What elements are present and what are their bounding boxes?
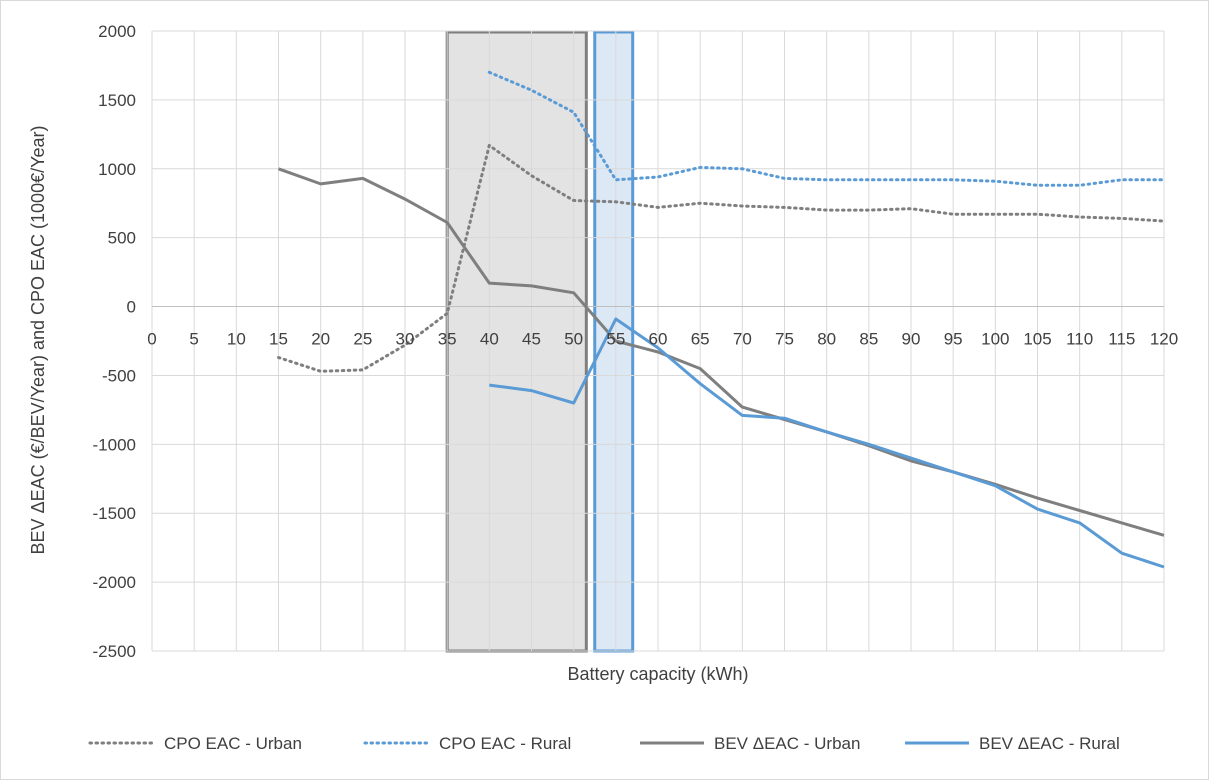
y-tick-label: 500 xyxy=(108,229,136,248)
y-axis-title: BEV ΔEAC (€/BEV/Year) and CPO EAC (1000€… xyxy=(28,126,48,555)
y-tick-label: -2000 xyxy=(93,573,136,592)
y-tick-label: 1000 xyxy=(98,160,136,179)
x-tick-label: 60 xyxy=(649,330,668,349)
y-tick-label: -1500 xyxy=(93,504,136,523)
legend-label: BEV ΔEAC - Rural xyxy=(979,734,1120,753)
x-tick-label: 65 xyxy=(691,330,710,349)
series-lines xyxy=(277,70,1166,569)
x-tick-label: 35 xyxy=(438,330,457,349)
x-tick-label: 70 xyxy=(733,330,752,349)
x-axis-title: Battery capacity (kWh) xyxy=(567,664,748,684)
y-tick-label: -500 xyxy=(102,366,136,385)
x-tick-label: 80 xyxy=(817,330,836,349)
legend-label: CPO EAC - Rural xyxy=(439,734,571,753)
y-tick-label: 2000 xyxy=(98,22,136,41)
x-tick-label: 25 xyxy=(353,330,372,349)
legend-label: CPO EAC - Urban xyxy=(164,734,302,753)
x-tick-label: 115 xyxy=(1108,330,1135,349)
legend-item-cpo-eac-rural: CPO EAC - Rural xyxy=(363,734,571,753)
x-tick-label: 75 xyxy=(775,330,794,349)
x-tick-label: 110 xyxy=(1066,330,1093,349)
x-tick-label: 0 xyxy=(147,330,156,349)
highlight-ranges xyxy=(445,30,635,653)
legend-item-bev-deltaeac-urban: BEV ΔEAC - Urban xyxy=(640,734,860,753)
x-tick-label: 95 xyxy=(944,330,963,349)
x-tick-label: 20 xyxy=(311,330,330,349)
series-line-cpo-eac-urban xyxy=(277,143,1166,373)
x-tick-label: 120 xyxy=(1150,330,1178,349)
x-tick-label: 100 xyxy=(981,330,1009,349)
legend: CPO EAC - Urban CPO EAC - Rural BEV ΔEAC -… xyxy=(88,734,1120,753)
y-tick-label: -2500 xyxy=(93,642,136,661)
x-tick-label: 15 xyxy=(269,330,288,349)
legend-label: BEV ΔEAC - Urban xyxy=(714,734,860,753)
x-tick-labels: 0 5 10 15 20 25 30 35 40 45 50 55 60 65 70 75 80 85 90 95 10… xyxy=(147,330,1178,349)
y-tick-label: -1000 xyxy=(93,435,136,454)
x-tick-label: 30 xyxy=(396,330,415,349)
series-line-bev-deltaeac-urban xyxy=(277,167,1165,537)
x-tick-label: 105 xyxy=(1023,330,1051,349)
x-tick-label: 5 xyxy=(189,330,198,349)
x-tick-label: 40 xyxy=(480,330,499,349)
legend-item-cpo-eac-urban: CPO EAC - Urban xyxy=(88,734,302,753)
y-tick-labels: -2500 -2000 -1500 -1000 -500 0 500 1000 1500 2000 xyxy=(93,22,136,661)
x-tick-label: 10 xyxy=(227,330,246,349)
x-tick-label: 50 xyxy=(564,330,583,349)
x-tick-label: 55 xyxy=(606,330,625,349)
x-tick-label: 90 xyxy=(902,330,921,349)
x-tick-label: 45 xyxy=(522,330,541,349)
y-tick-label: 0 xyxy=(127,298,136,317)
y-tick-label: 1500 xyxy=(98,91,136,110)
highlight-range-1 xyxy=(445,30,588,653)
legend-item-bev-deltaeac-rural: BEV ΔEAC - Rural xyxy=(905,734,1120,753)
series-line-bev-deltaeac-rural xyxy=(489,317,1165,569)
series-line-cpo-eac-rural xyxy=(487,70,1166,187)
x-tick-label: 85 xyxy=(859,330,878,349)
